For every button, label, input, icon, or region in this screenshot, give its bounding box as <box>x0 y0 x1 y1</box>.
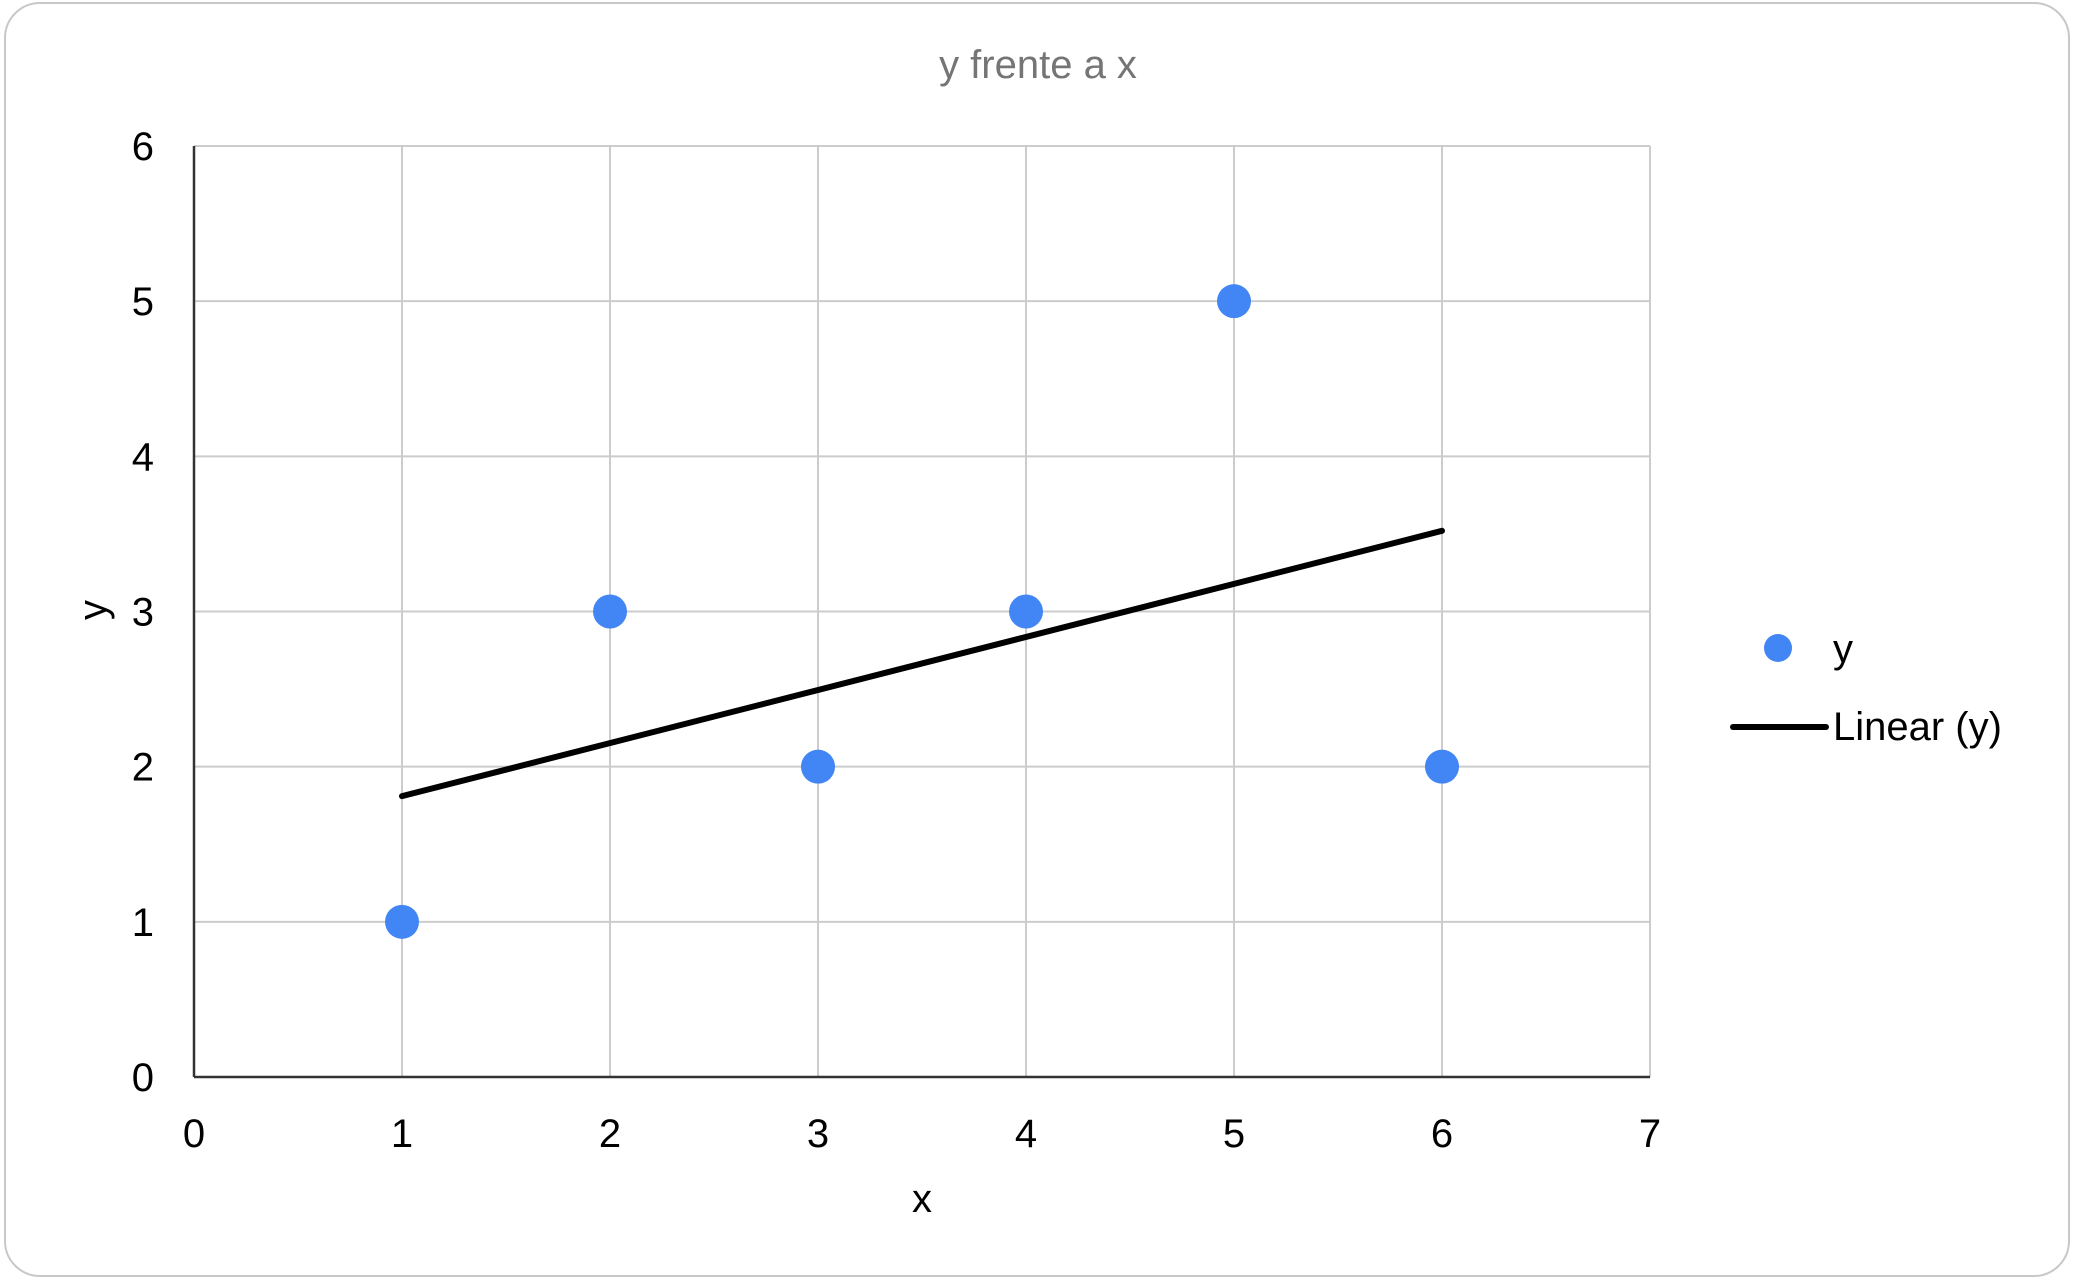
x-tick-label: 4 <box>1015 1112 1037 1156</box>
legend[interactable]: y Linear (y) <box>1730 627 2002 749</box>
data-point <box>593 594 627 629</box>
data-point <box>1217 284 1251 319</box>
y-tick-label: 0 <box>132 1056 154 1100</box>
x-tick-label: 1 <box>391 1112 413 1156</box>
y-tick-label: 3 <box>132 591 154 635</box>
y-tick-label: 2 <box>132 746 154 790</box>
x-tick-label: 5 <box>1223 1112 1245 1156</box>
y-tick-labels: 0 1 2 3 4 5 6 <box>132 125 154 1100</box>
x-tick-label: 6 <box>1431 1112 1453 1156</box>
y-tick-label: 4 <box>132 435 154 479</box>
x-axis-label: x <box>912 1177 932 1221</box>
x-tick-label: 2 <box>599 1112 621 1156</box>
data-point <box>1425 749 1459 784</box>
y-tick-label: 5 <box>132 280 154 324</box>
data-point <box>1009 594 1043 629</box>
y-tick-label: 6 <box>132 125 154 169</box>
x-tick-labels: 0 1 2 3 4 5 6 7 <box>183 1112 1661 1156</box>
y-tick-label: 1 <box>132 901 154 945</box>
data-point <box>801 749 835 784</box>
trendline-linear-y <box>399 527 1445 800</box>
y-axis-label: y <box>71 600 115 620</box>
data-points <box>385 284 1459 939</box>
legend-label-y: y <box>1833 627 1853 671</box>
legend-marker-y <box>1764 634 1792 662</box>
grid <box>194 145 1651 1077</box>
trendline <box>399 527 1445 800</box>
x-tick-label: 0 <box>183 1112 205 1156</box>
legend-label-linear: Linear (y) <box>1833 705 2002 749</box>
chart-card <box>4 2 2070 1277</box>
x-tick-label: 7 <box>1639 1112 1661 1156</box>
x-tick-label: 3 <box>807 1112 829 1156</box>
axes <box>192 146 1650 1079</box>
data-point <box>385 904 419 939</box>
chart-title: y frente a x <box>939 43 1137 87</box>
